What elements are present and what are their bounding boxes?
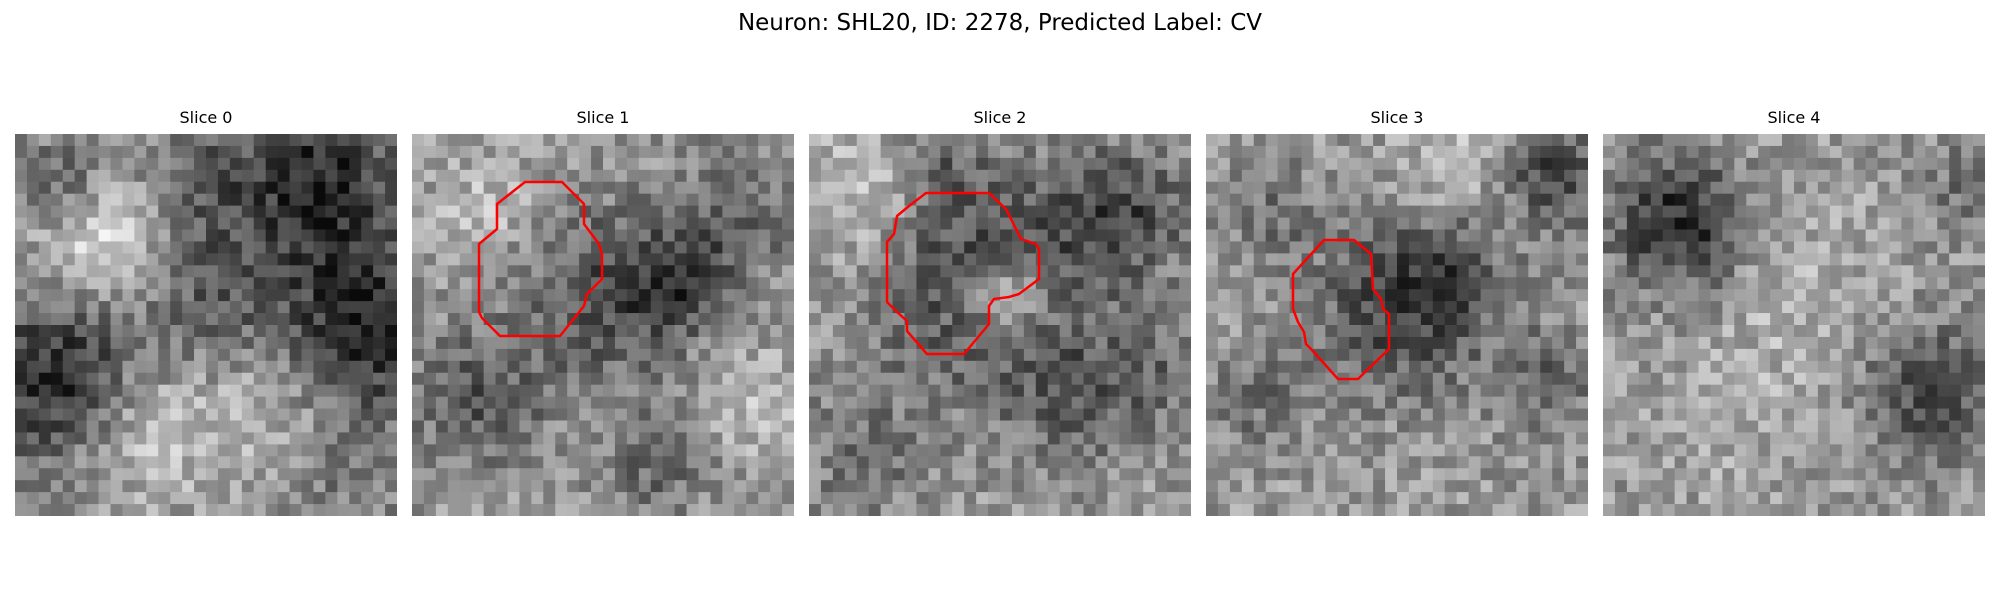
roi-contour-1 bbox=[477, 180, 604, 338]
slice-title-2: Slice 2 bbox=[973, 108, 1027, 127]
slice-image-0 bbox=[15, 134, 397, 516]
slice-image-4 bbox=[1603, 134, 1985, 516]
figure-title: Neuron: SHL20, ID: 2278, Predicted Label… bbox=[737, 10, 1263, 36]
slice-image-2 bbox=[809, 134, 1191, 516]
roi-contour-3 bbox=[1291, 238, 1391, 381]
slice-title-4: Slice 4 bbox=[1767, 108, 1821, 127]
slice-title-1: Slice 1 bbox=[576, 108, 630, 127]
roi-contour-2 bbox=[885, 191, 1041, 356]
slice-title-3: Slice 3 bbox=[1370, 108, 1424, 127]
slice-image-3 bbox=[1206, 134, 1588, 516]
slice-image-1 bbox=[412, 134, 794, 516]
slice-title-0: Slice 0 bbox=[179, 108, 233, 127]
